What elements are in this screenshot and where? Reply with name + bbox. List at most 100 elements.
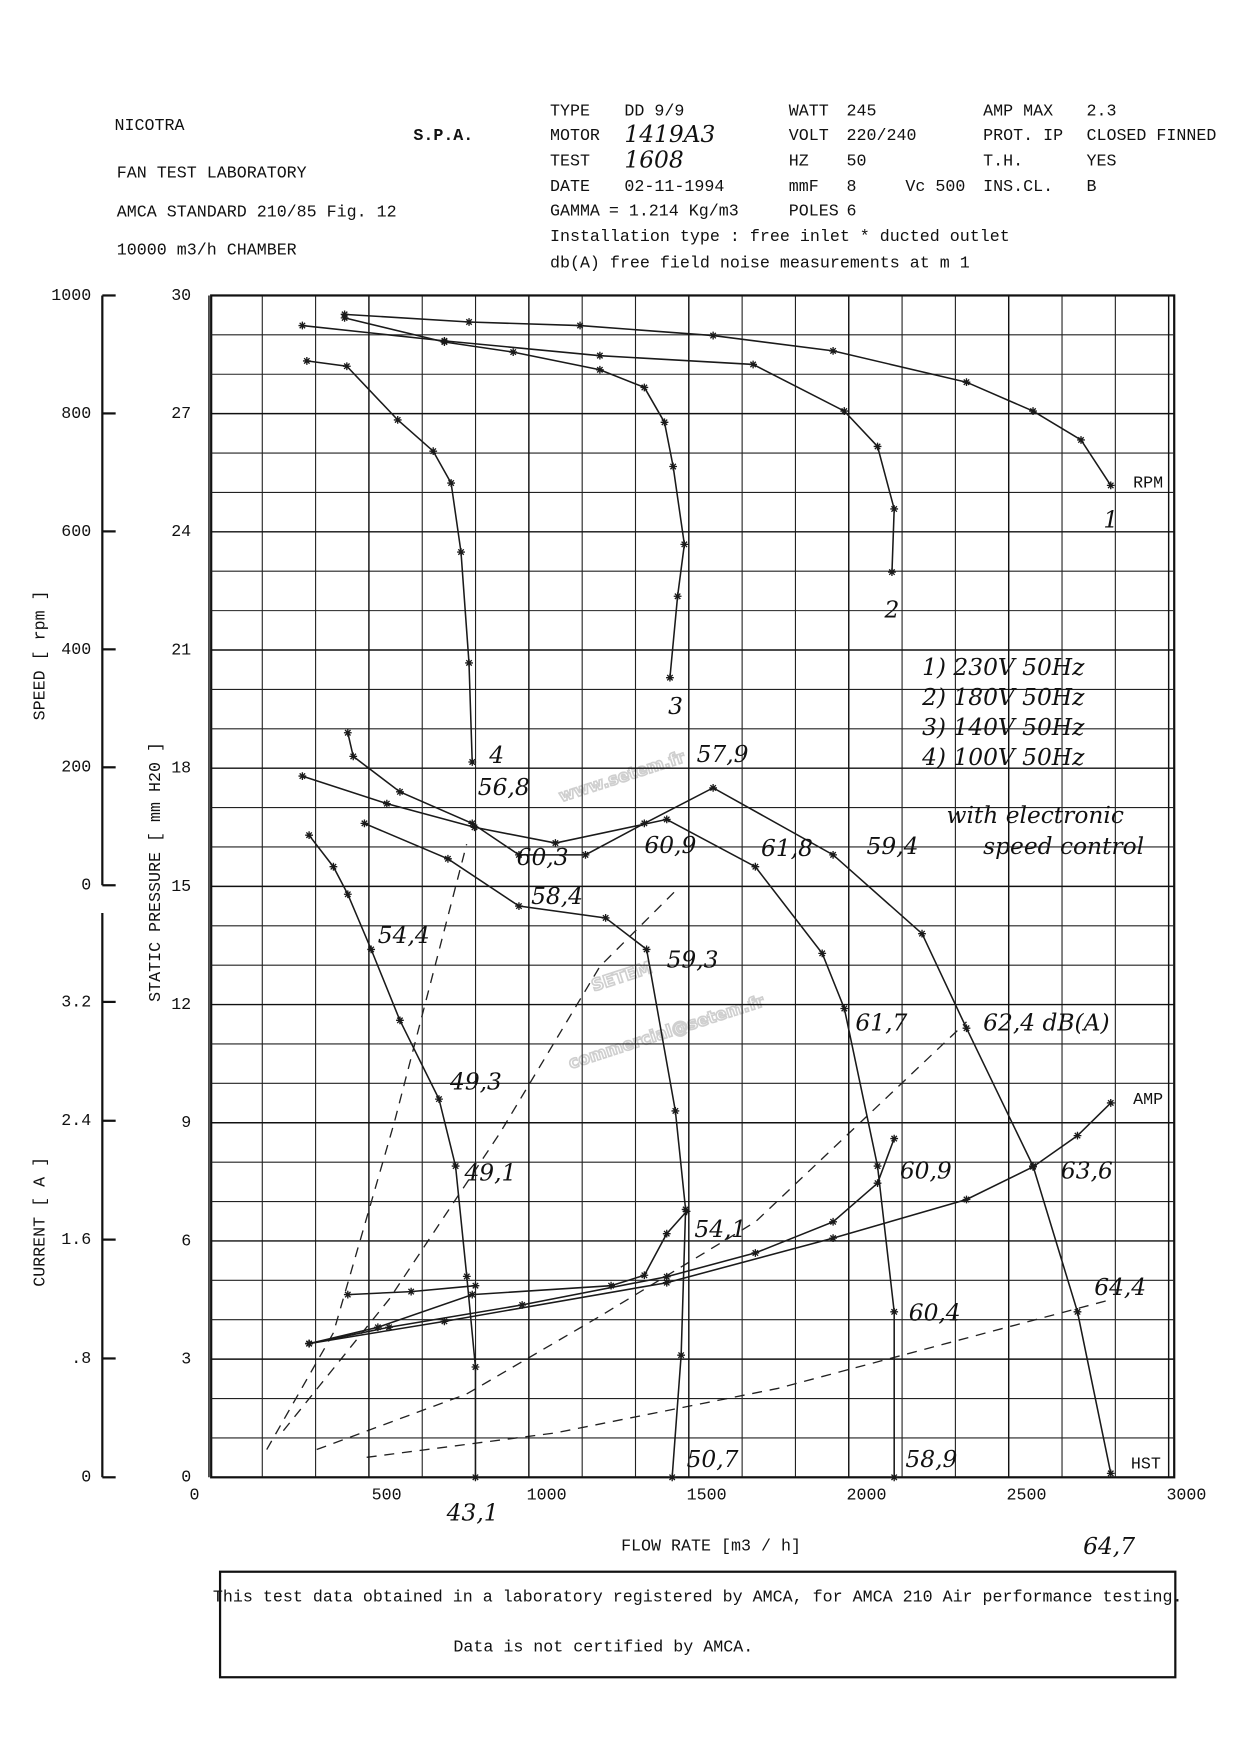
point-marker xyxy=(407,1287,416,1296)
noise-label: 59,3 xyxy=(667,946,719,973)
point-marker xyxy=(1077,436,1085,444)
spec-value: 1419A3 xyxy=(624,121,715,148)
spec-label: T.H. xyxy=(983,152,1023,171)
point-marker xyxy=(666,673,674,682)
point-marker xyxy=(829,1217,837,1226)
point-marker xyxy=(435,1095,443,1104)
point-marker xyxy=(298,772,307,780)
point-marker xyxy=(888,568,896,576)
x-tick-label: 500 xyxy=(372,1486,402,1505)
spec-label: POLES xyxy=(789,202,839,221)
point-marker xyxy=(342,362,351,371)
y-tick-label: 24 xyxy=(171,523,191,542)
point-marker xyxy=(1106,1469,1115,1478)
point-marker xyxy=(302,357,311,365)
point-marker xyxy=(829,850,837,859)
point-marker xyxy=(465,318,473,326)
y-tick-label: 9 xyxy=(181,1114,191,1133)
footer-box xyxy=(218,1570,1177,1679)
axis-title: SPEED [ rpm ] xyxy=(32,590,51,720)
point-marker xyxy=(515,850,523,859)
point-marker xyxy=(360,819,369,828)
noise-label: 58,4 xyxy=(531,883,583,910)
x-tick-label: 1500 xyxy=(687,1486,727,1505)
point-marker xyxy=(396,1016,404,1025)
axis-title: CURRENT [ A ] xyxy=(32,1157,51,1287)
speed-curve xyxy=(302,324,895,573)
legend-note: 1) 230V 50Hz xyxy=(922,654,1085,681)
spec-label: TYPE xyxy=(550,102,590,121)
x-tick-label: 2000 xyxy=(847,1486,887,1505)
point-marker xyxy=(595,351,604,360)
point-marker xyxy=(298,321,307,330)
noise-label: 60,9 xyxy=(644,832,696,859)
spec-value: 220/240 xyxy=(847,127,917,146)
point-marker xyxy=(343,1290,352,1299)
x-tick-label: 3000 xyxy=(1166,1486,1206,1505)
noise-label: 63,6 xyxy=(1061,1157,1113,1184)
point-marker xyxy=(640,819,649,828)
point-marker xyxy=(468,819,477,828)
current-curve xyxy=(308,1102,1112,1345)
point-marker xyxy=(668,1473,677,1482)
point-marker xyxy=(367,945,376,954)
point-marker xyxy=(840,407,849,415)
point-marker xyxy=(576,321,584,330)
system-curve xyxy=(316,1021,967,1451)
point-marker xyxy=(873,1179,882,1188)
spec-label: MOTOR xyxy=(550,127,600,146)
point-marker xyxy=(1073,1131,1082,1140)
noise-label: 56,8 xyxy=(478,774,530,801)
y-tick-label: 12 xyxy=(171,996,191,1015)
point-marker xyxy=(890,1307,899,1316)
point-marker xyxy=(601,914,610,922)
point-marker xyxy=(343,890,352,899)
point-marker xyxy=(349,752,358,761)
spec-label: mmF xyxy=(789,178,819,197)
current-tick-label: .8 xyxy=(71,1350,91,1369)
x-tick-label: 0 xyxy=(190,1486,200,1505)
noise-label: 61,8 xyxy=(761,835,813,862)
noise-label: 62,4 dB(A) xyxy=(983,1010,1109,1037)
noise-label: 60,9 xyxy=(900,1157,952,1184)
point-marker xyxy=(890,1473,899,1482)
point-marker xyxy=(1106,481,1115,490)
noise-label: 54,1 xyxy=(694,1216,746,1243)
noise-label: 50,7 xyxy=(687,1446,739,1473)
noise-label: 57,9 xyxy=(697,741,749,768)
legend-note: 4) 100V 50Hz xyxy=(921,744,1085,771)
noise-label: 60,3 xyxy=(517,844,569,871)
speed-tick-label: 800 xyxy=(61,405,91,424)
point-marker xyxy=(515,902,523,910)
spec-value: CLOSED FINNED xyxy=(1086,127,1216,146)
x-tick-label: 1000 xyxy=(527,1486,567,1505)
axis-title: FLOW RATE [m3 / h] xyxy=(621,1538,801,1557)
noise-label: 49,3 xyxy=(449,1068,502,1095)
point-marker xyxy=(890,505,899,513)
point-marker xyxy=(470,823,479,832)
note: db(A) free field noise measurements at m… xyxy=(550,255,970,274)
note: Installation type : free inlet * ducted … xyxy=(550,228,1010,247)
legend-note: 3) 140V 50Hz xyxy=(922,714,1085,741)
point-marker xyxy=(429,447,438,456)
point-marker xyxy=(829,347,837,355)
y-tick-label: 27 xyxy=(171,405,191,424)
y-tick-label: 30 xyxy=(171,287,191,306)
header-line: AMCA STANDARD 210/85 Fig. 12 xyxy=(117,204,397,223)
brand-suffix: S.P.A. xyxy=(413,127,473,146)
point-marker xyxy=(468,758,477,766)
point-marker xyxy=(1106,1099,1115,1107)
spec-value: 50 xyxy=(847,152,867,171)
point-marker xyxy=(873,1162,882,1170)
spec-value: 6 xyxy=(847,202,857,221)
spec-label: Vc xyxy=(905,178,925,197)
point-marker xyxy=(447,479,456,487)
point-marker xyxy=(918,929,926,938)
point-marker xyxy=(709,784,718,792)
spec-label: WATT xyxy=(789,102,829,121)
noise-label: 49,1 xyxy=(463,1160,516,1187)
point-marker xyxy=(662,815,671,824)
point-marker xyxy=(518,1301,527,1309)
point-marker xyxy=(660,418,669,427)
